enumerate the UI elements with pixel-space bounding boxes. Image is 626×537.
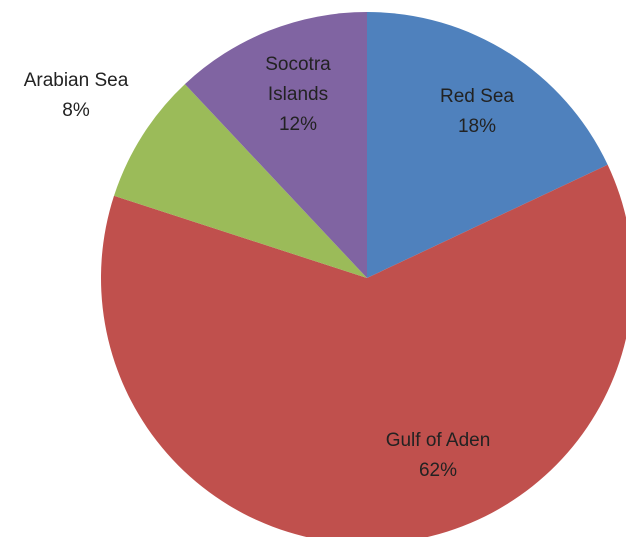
slice-name-socotra-islands: Socotra [265,54,331,75]
slice-name-gulf-of-aden: Gulf of Aden [386,430,491,451]
pie-slice-socotra-islands [184,11,367,278]
slice-label-socotra-islands: Socotra Islands 12% [265,54,331,135]
slice-label-arabian-sea: Arabian Sea 8% [24,70,129,121]
slice-name-socotra-islands: Islands [268,84,328,105]
pie-slice-gulf-of-aden [101,164,626,537]
slice-name-arabian-sea: Arabian Sea [24,70,129,91]
pie-slice-arabian-sea [114,84,368,278]
pie-slices [101,11,626,537]
slice-percent-socotra-islands: 12% [279,114,317,135]
pie-slice-red-sea [367,12,608,278]
slice-percent-gulf-of-aden: 62% [419,460,457,481]
slice-label-red-sea: Red Sea 18% [440,86,514,137]
slice-percent-red-sea: 18% [458,116,496,137]
slice-name-red-sea: Red Sea [440,86,514,107]
slice-percent-arabian-sea: 8% [62,100,90,121]
slice-label-gulf-of-aden: Gulf of Aden 62% [386,430,491,481]
pie-labels: Red Sea 18% Gulf of Aden 62% Arabian Sea 8% So… [24,54,515,481]
